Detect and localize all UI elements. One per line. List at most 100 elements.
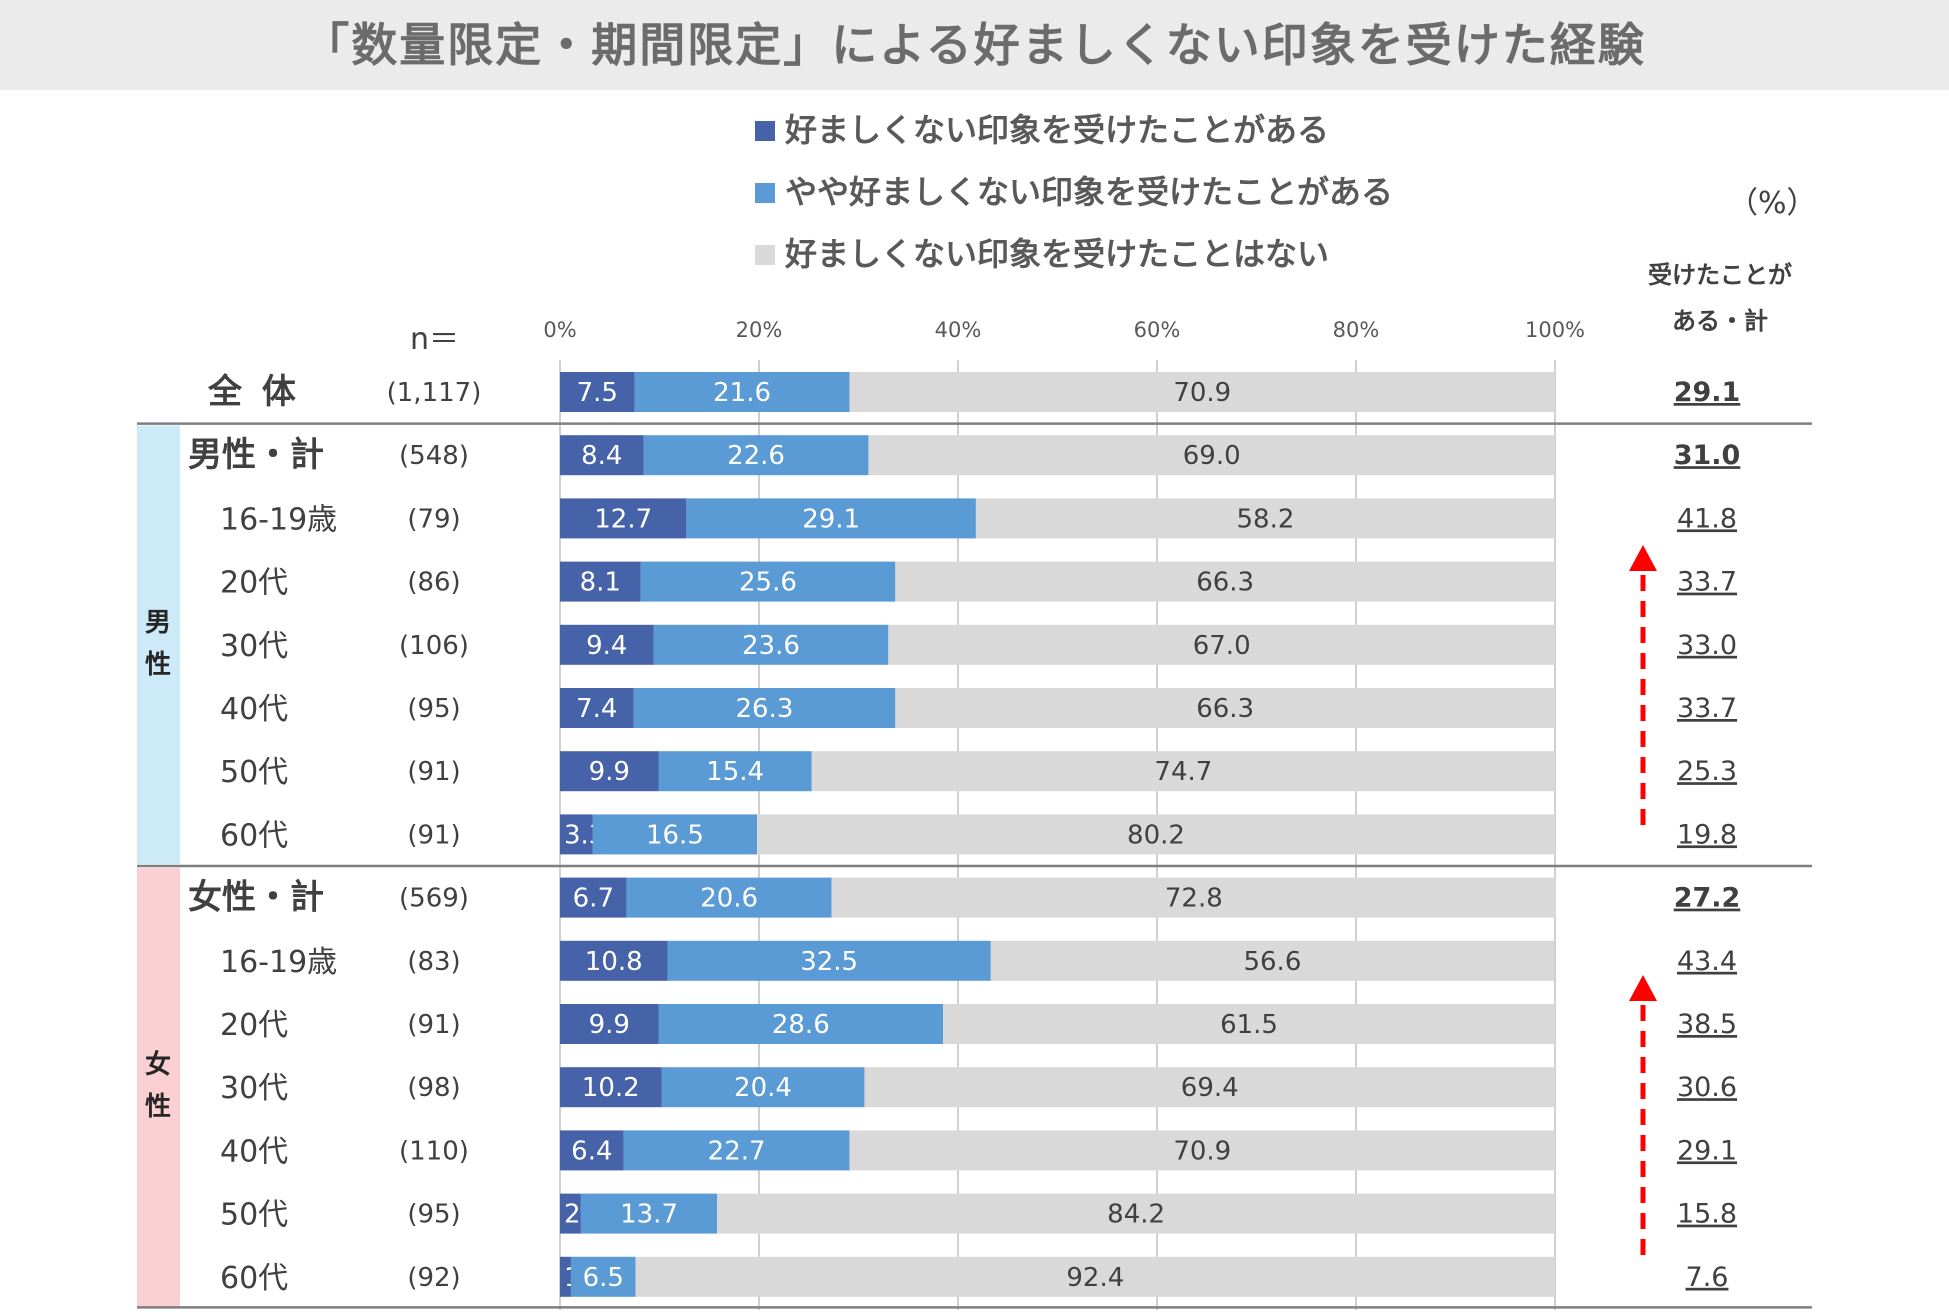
- bar-row: 20代 (91) 9.9 28.6 61.5 38.5: [220, 1004, 1737, 1044]
- bar-segment-series3: [717, 1193, 1555, 1234]
- row-label: 40代: [220, 692, 288, 727]
- title-bar: [0, 0, 1949, 90]
- total-header-line1: 受けたことが: [1648, 261, 1792, 289]
- bar-data-label: 26.3: [736, 694, 794, 724]
- bar-segment-series3: [849, 1130, 1555, 1171]
- bar-data-label: 32.5: [800, 947, 858, 977]
- bar-data-label: 67.0: [1193, 631, 1251, 661]
- row-n-label: (569): [399, 884, 469, 914]
- row-total-label: 19.8: [1677, 819, 1737, 850]
- row-n-label: (86): [407, 568, 460, 598]
- bar-data-label: 12.7: [594, 504, 652, 534]
- legend-label-series2: やや好ましくない印象を受けたことがある: [785, 173, 1394, 211]
- bar-segment-series2: [643, 435, 869, 476]
- legend-label-series1: 好ましくない印象を受けたことがある: [785, 111, 1330, 149]
- row-total-label: 43.4: [1677, 946, 1737, 977]
- bar-data-label: 10.8: [585, 947, 643, 977]
- bar-row: 60代 (91) 3.3 16.5 80.2 19.8: [220, 814, 1737, 855]
- bar-data-label: 22.7: [708, 1136, 766, 1166]
- bar-data-label: 80.2: [1127, 820, 1185, 850]
- row-n-label: (91): [407, 820, 460, 850]
- bar-segment-series2: [661, 1067, 865, 1108]
- bar-data-label: 69.4: [1181, 1073, 1239, 1103]
- bar-row: 30代 (106) 9.4 23.6 67.0 33.0: [220, 624, 1737, 665]
- row-label: 50代: [220, 1198, 288, 1233]
- bar-row: 50代 (91) 9.9 15.4 74.7 25.3: [220, 751, 1737, 792]
- bar-segment-series1: [560, 751, 659, 792]
- row-n-label: (98): [407, 1073, 460, 1103]
- row-n-label: (548): [399, 441, 469, 471]
- row-n-label: (106): [399, 631, 469, 661]
- bar-data-label: 56.6: [1243, 947, 1301, 977]
- row-total-label: 29.1: [1677, 1135, 1737, 1166]
- row-label: 女性・計: [188, 878, 324, 918]
- chart-title: 「数量限定・期間限定」による好ましくない印象を受けた経験: [303, 18, 1646, 72]
- row-n-label: (91): [407, 757, 460, 787]
- row-n-label: (95): [407, 1200, 460, 1230]
- bar-segment-series1: [560, 624, 654, 665]
- row-label: 30代: [220, 629, 288, 664]
- bar-segment-series2: [653, 624, 889, 665]
- bar-segment-series3: [831, 877, 1556, 918]
- male-trend-arrow-head: [1629, 545, 1657, 571]
- row-label: 30代: [220, 1071, 288, 1106]
- bar-data-label: 20.6: [700, 884, 758, 914]
- bar-segment-series2: [623, 1130, 850, 1171]
- bar-data-label: 15.4: [706, 757, 764, 787]
- row-label: 16-19歳: [220, 945, 337, 980]
- legend-swatch-series2: [755, 183, 775, 203]
- male-group-label: 性: [145, 650, 171, 680]
- bar-segment-series3: [868, 435, 1555, 476]
- row-total-label: 25.3: [1677, 756, 1737, 787]
- row-total-label: 31.0: [1674, 440, 1741, 471]
- bar-row: 全 体 (1,117) 7.5 21.6 70.9 29.1: [207, 372, 1740, 412]
- row-total-label: 38.5: [1677, 1009, 1737, 1040]
- bar-data-label: 21.6: [713, 378, 771, 408]
- row-n-label: (83): [407, 947, 460, 977]
- bar-segment-series2: [658, 1004, 944, 1044]
- bar-row: 16-19歳 (83) 10.8 32.5 56.6 43.4: [220, 940, 1737, 981]
- bar-data-label: 74.7: [1154, 757, 1212, 787]
- bar-data-label: 20.4: [734, 1073, 792, 1103]
- legend-swatch-series1: [755, 121, 775, 141]
- bar-segment-series2: [570, 1256, 636, 1297]
- bar-data-label: 6.7: [573, 884, 614, 914]
- legend-swatch-series3: [755, 245, 775, 265]
- bar-row: 30代 (98) 10.2 20.4 69.4 30.6: [220, 1067, 1737, 1108]
- row-total-label: 15.8: [1677, 1199, 1737, 1230]
- bar-data-label: 23.6: [742, 631, 800, 661]
- bar-data-label: 58.2: [1237, 504, 1295, 534]
- bar-segment-series2: [626, 877, 832, 918]
- bar-row: 20代 (86) 8.1 25.6 66.3 33.7: [220, 561, 1737, 602]
- bar-data-label: 7.4: [576, 694, 617, 724]
- bar-segment-series2: [667, 940, 991, 981]
- bar-segment-series1: [560, 1004, 659, 1044]
- bar-segment-series1: [560, 1067, 662, 1108]
- row-n-label: (110): [399, 1136, 469, 1166]
- bar-segment-series3: [811, 751, 1555, 792]
- row-n-label: (92): [407, 1263, 460, 1293]
- bar-segment-series3: [888, 624, 1555, 665]
- bar-segment-series3: [975, 498, 1555, 539]
- row-total-label: 41.8: [1677, 503, 1737, 534]
- x-tick-label: 40%: [935, 318, 982, 342]
- row-n-label: (1,117): [387, 378, 482, 408]
- row-label: 20代: [220, 1008, 288, 1043]
- x-tick-label: 60%: [1134, 318, 1181, 342]
- legend-label-series3: 好ましくない印象を受けたことはない: [785, 235, 1330, 273]
- total-header-line2: ある・計: [1672, 307, 1768, 335]
- row-label: 男性・計: [188, 435, 324, 475]
- female-group-label: 女: [145, 1049, 171, 1080]
- bar-data-label: 28.6: [772, 1010, 830, 1040]
- bar-segment-series3: [864, 1067, 1555, 1108]
- bar-segment-series1: [560, 814, 593, 855]
- bar-data-label: 6.4: [571, 1136, 612, 1166]
- bar-segment-series1: [560, 1130, 624, 1171]
- bar-segment-series2: [658, 751, 812, 792]
- n-column-header: n＝: [410, 322, 460, 357]
- bar-data-label: 9.9: [589, 757, 630, 787]
- bar-data-label: 66.3: [1196, 568, 1254, 598]
- bar-data-label: 9.9: [589, 1010, 630, 1040]
- bar-row: 40代 (95) 7.4 26.3 66.3 33.7: [220, 688, 1737, 728]
- row-total-label: 33.7: [1677, 567, 1737, 598]
